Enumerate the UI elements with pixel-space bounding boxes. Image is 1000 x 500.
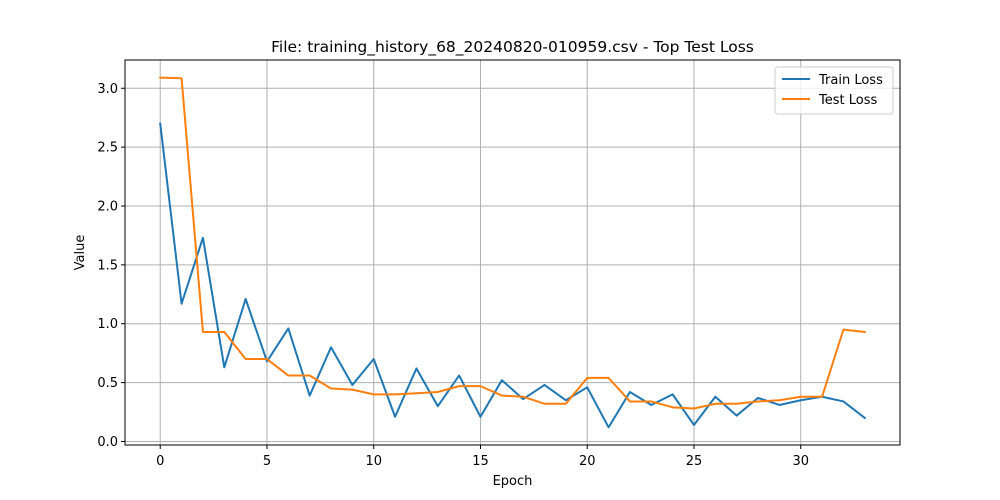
series-line-train-loss [159, 122, 867, 429]
y-tick-label: 2.0 [97, 199, 118, 214]
x-tick-label: 10 [365, 454, 382, 469]
legend-label-test-loss: Test Loss [818, 93, 877, 108]
y-tick-label: 0.0 [97, 435, 118, 450]
x-axis-label: Epoch [493, 474, 533, 489]
axis-ticks: 0 5 10 15 20 25 30 0.0 0.5 1.0 1.5 2.0 2.5 3.0 [97, 82, 809, 469]
legend-label-train-loss: Train Loss [818, 73, 883, 88]
grid [125, 60, 900, 445]
x-tick-label: 0 [156, 454, 164, 469]
plot-frame [124, 59, 901, 446]
series-line-test-loss [159, 76, 866, 410]
y-tick-label: 1.5 [97, 258, 118, 273]
x-tick-label: 20 [579, 454, 596, 469]
x-tick-label: 30 [792, 454, 809, 469]
y-axis-label: Value [73, 235, 88, 271]
chart-title: File: training_history_68_20240820-01095… [271, 38, 754, 57]
y-tick-label: 1.0 [97, 317, 118, 332]
series-lines [159, 76, 867, 429]
x-tick-label: 25 [686, 454, 703, 469]
y-tick-label: 2.5 [97, 141, 118, 156]
y-tick-label: 0.5 [97, 376, 118, 391]
x-tick-label: 5 [263, 454, 271, 469]
y-tick-label: 3.0 [97, 82, 118, 97]
legend: Train Loss Test Loss [774, 66, 894, 115]
x-tick-label: 15 [472, 454, 489, 469]
